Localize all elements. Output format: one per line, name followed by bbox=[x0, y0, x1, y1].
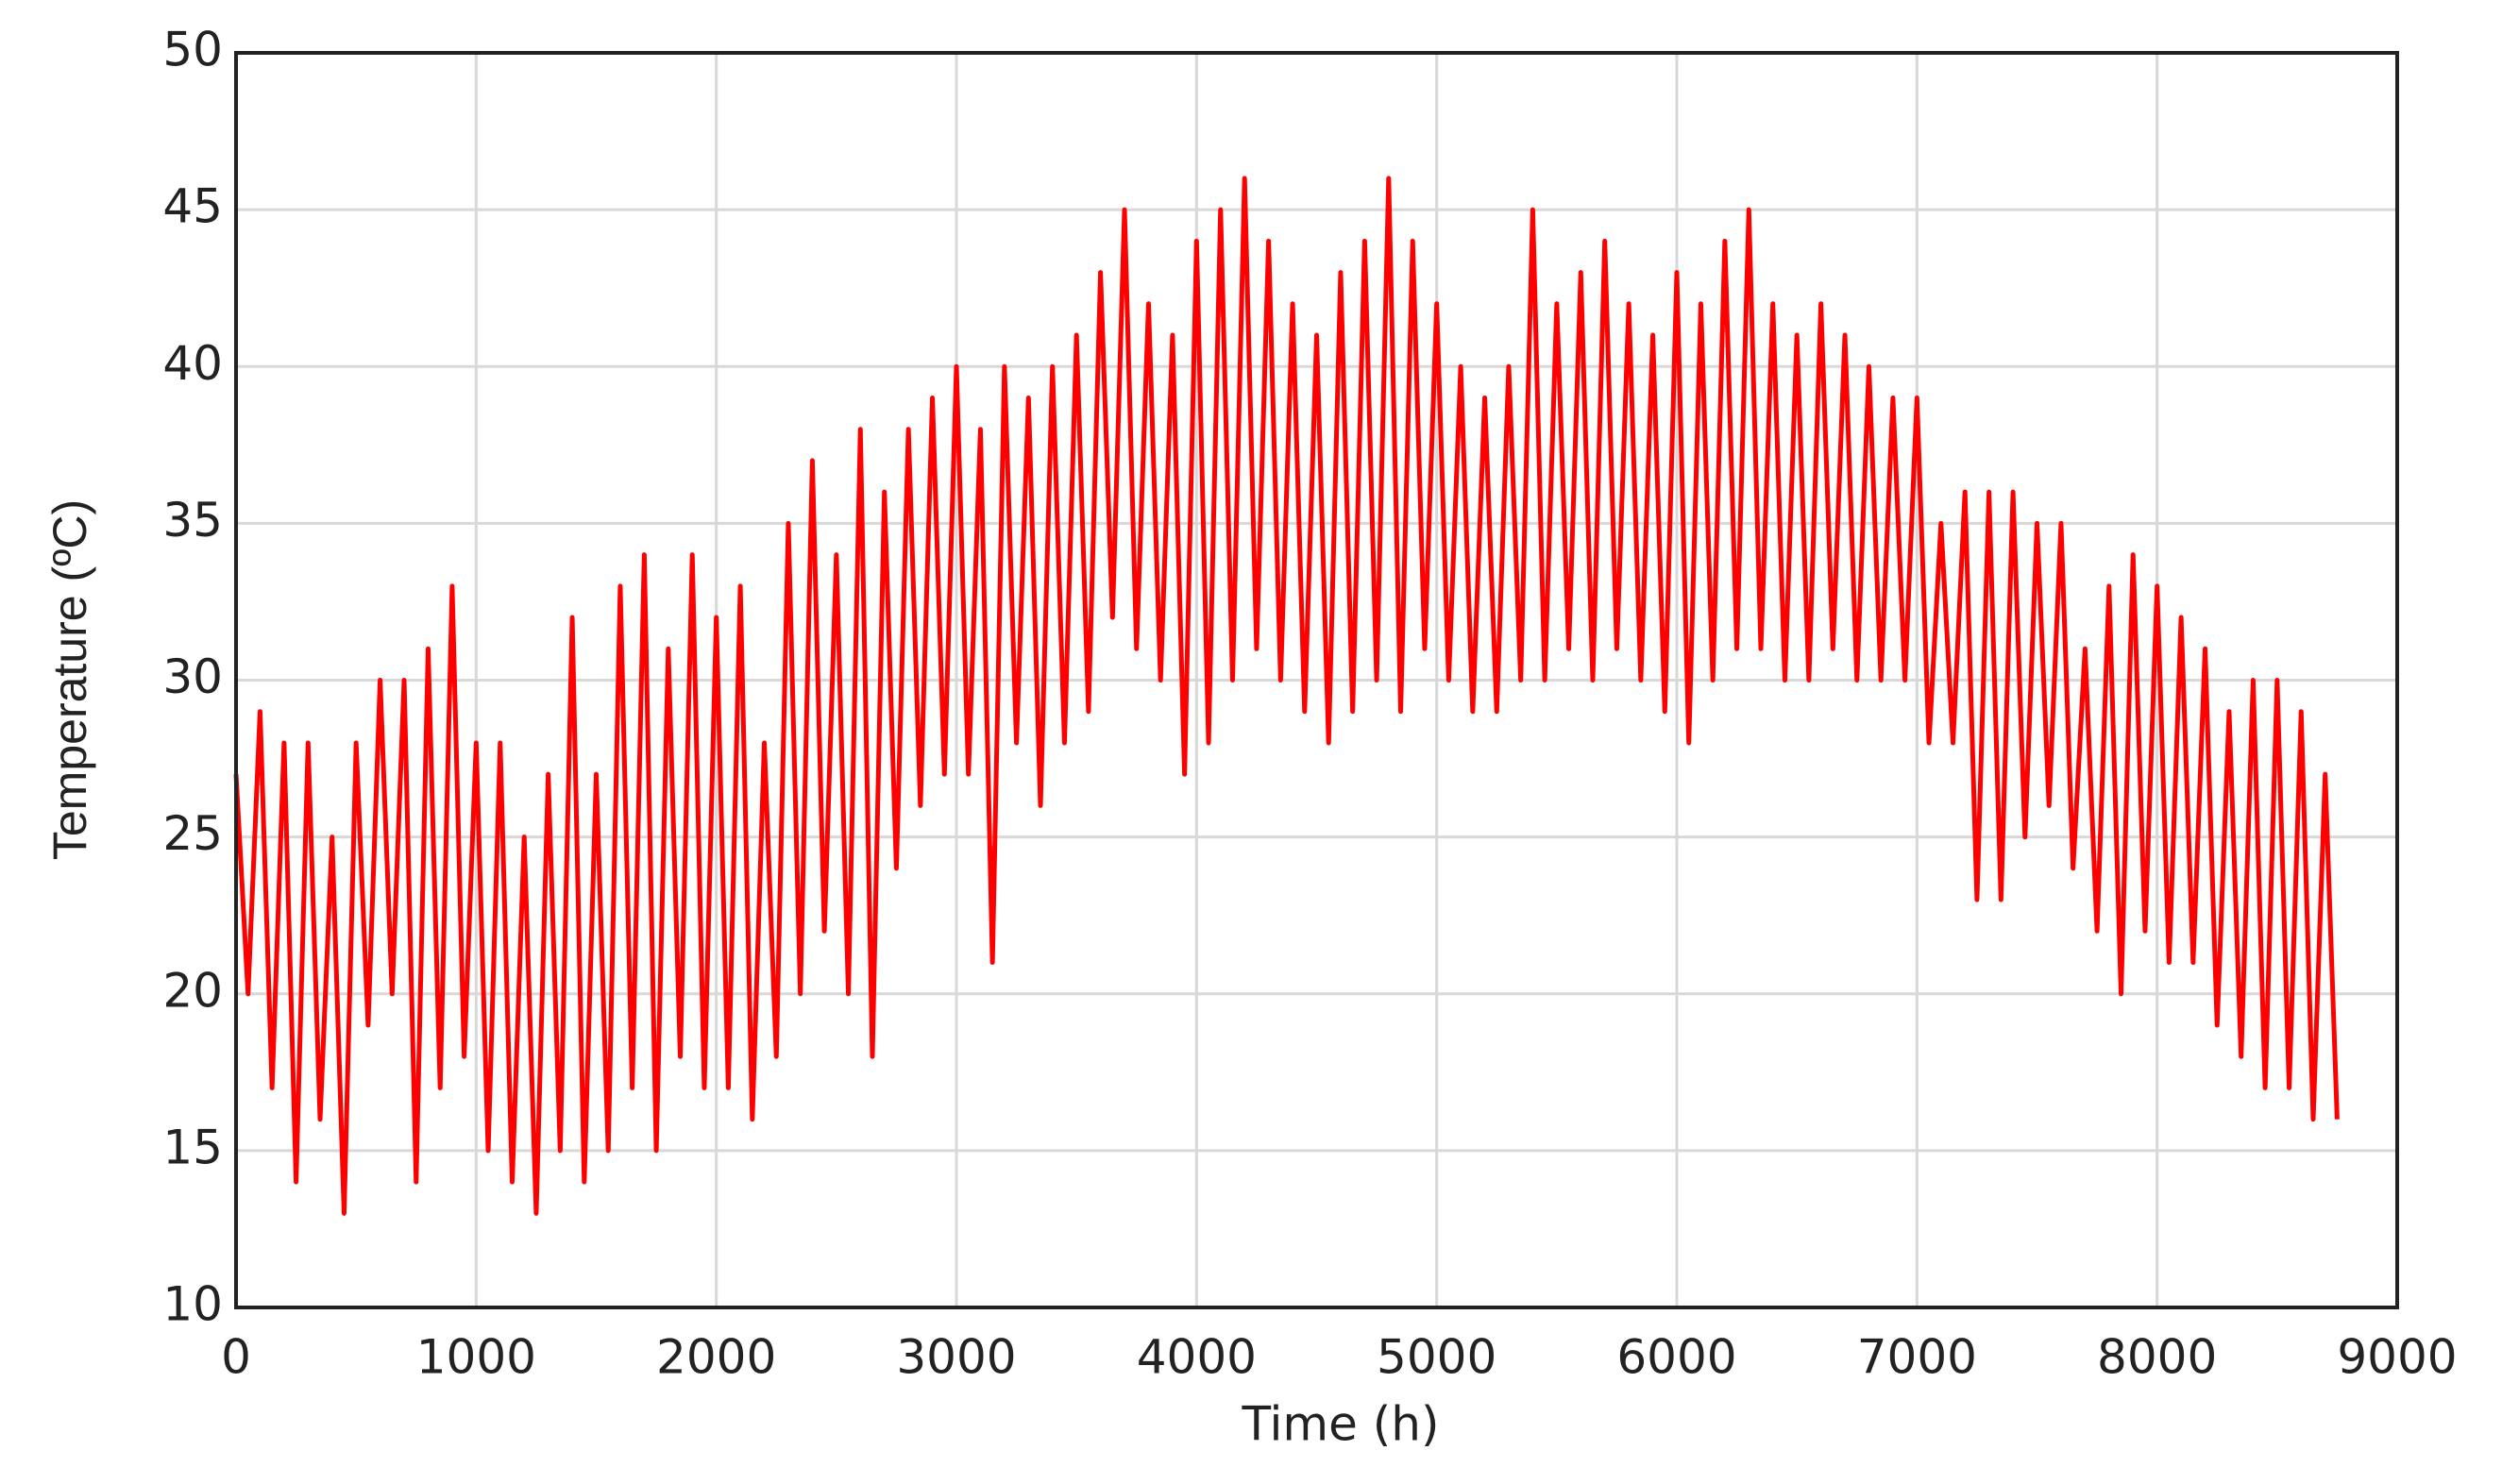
x-tick-label: 4000 bbox=[1137, 1330, 1257, 1385]
x-tick-label: 5000 bbox=[1377, 1330, 1496, 1385]
x-tick-label: 2000 bbox=[656, 1330, 776, 1385]
x-tick-label: 9000 bbox=[2337, 1330, 2457, 1385]
x-tick-label: 7000 bbox=[1857, 1330, 1977, 1385]
y-tick-label: 40 bbox=[162, 336, 223, 391]
y-tick-label: 10 bbox=[162, 1277, 223, 1332]
y-tick-label: 20 bbox=[162, 963, 223, 1018]
x-tick-label: 0 bbox=[221, 1330, 251, 1385]
y-tick-label: 45 bbox=[162, 179, 223, 234]
y-tick-label: 30 bbox=[162, 649, 223, 704]
x-tick-label: 6000 bbox=[1616, 1330, 1736, 1385]
y-tick-label: 25 bbox=[162, 806, 223, 861]
x-tick-label: 1000 bbox=[416, 1330, 536, 1385]
x-tick-label: 8000 bbox=[2097, 1330, 2217, 1385]
x-tick-label: 3000 bbox=[896, 1330, 1016, 1385]
data-line bbox=[233, 176, 2340, 1216]
plot-frame bbox=[234, 51, 2399, 1309]
y-tick-label: 50 bbox=[162, 23, 223, 77]
x-axis-label: Time (h) bbox=[1242, 1397, 1440, 1452]
y-tick-label: 35 bbox=[162, 493, 223, 548]
y-tick-label: 15 bbox=[162, 1120, 223, 1174]
y-axis-label: Temperature (ºC) bbox=[43, 499, 96, 860]
